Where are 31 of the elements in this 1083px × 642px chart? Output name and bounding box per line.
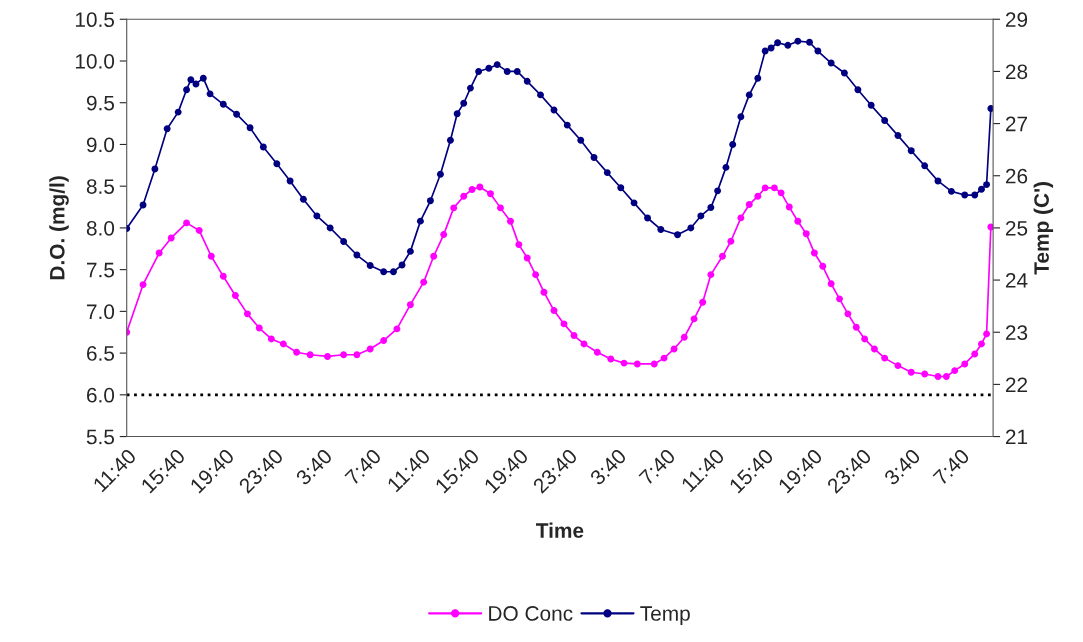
- y2-tick-label: 23: [1005, 325, 1028, 340]
- y-tick-label: 9.0: [86, 137, 115, 153]
- y-axis-title: D.O. (mg/l): [49, 176, 69, 280]
- y-tick-label: 6.5: [87, 346, 115, 361]
- x-tick-label: 7:40: [344, 447, 383, 486]
- x-tick-label: 3:40: [883, 447, 922, 486]
- y-tick-label: 9.5: [86, 95, 115, 111]
- y2-tick-label: 21: [1005, 429, 1028, 445]
- y2-tick-label: 22: [1005, 377, 1028, 392]
- y2-tick-label: 27: [1005, 116, 1028, 132]
- y-tick-label: 5.5: [86, 429, 115, 445]
- legend-label: DO Conc: [489, 606, 573, 621]
- y2-axis-title: Temp (C'): [1033, 182, 1054, 275]
- x-tick-label: 3:40: [295, 447, 334, 486]
- x-tick-label: 3:40: [589, 447, 628, 486]
- y2-tick-label: 25: [1005, 220, 1028, 236]
- y-tick-label: 8.0: [86, 220, 115, 236]
- y-tick-label: 10.0: [75, 53, 115, 69]
- y-tick-label: 7.0: [87, 304, 115, 320]
- x-tick-label: 7:40: [932, 447, 971, 486]
- y-tick-label: 6.0: [87, 387, 115, 403]
- y2-tick-label: 28: [1005, 64, 1028, 80]
- y-tick-label: 7.5: [87, 262, 115, 278]
- x-tick-label: 7:40: [638, 447, 677, 486]
- y2-tick-label: 26: [1005, 168, 1028, 184]
- y2-tick-label: 24: [1005, 273, 1028, 288]
- legend-label: Temp: [640, 606, 690, 625]
- y-tick-label: 8.5: [86, 179, 115, 194]
- y2-tick-label: 29: [1005, 12, 1028, 28]
- x-axis-title: Time: [536, 522, 584, 538]
- y-tick-label: 10.5: [75, 12, 115, 28]
